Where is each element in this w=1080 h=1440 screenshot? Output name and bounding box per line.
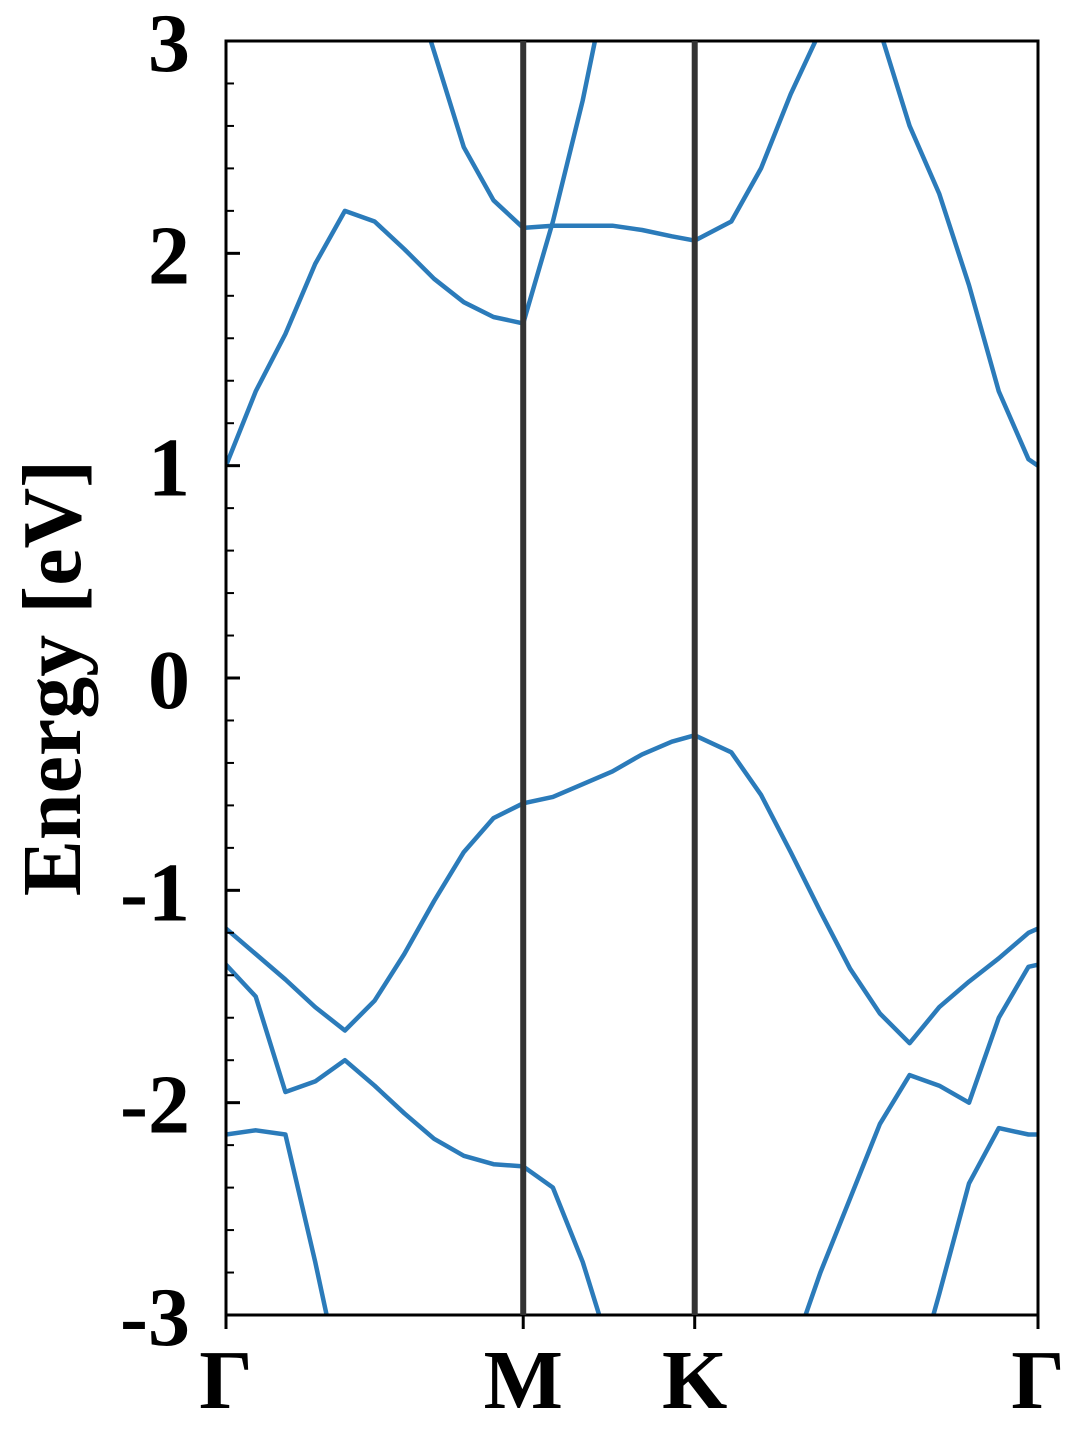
y-tick-label: 2 [148,209,190,302]
y-tick-label: -1 [120,846,190,939]
axes-frame [224,39,1040,1317]
y-tick-label: -2 [120,1059,190,1152]
plot-area [226,41,1038,1315]
x-tick-label: Γ [199,1334,252,1427]
y-tick-label: 1 [148,422,190,515]
y-axis-label: Energy [eV] [6,460,99,896]
band-line [226,733,1038,1046]
band-line [226,962,1038,1315]
x-tick-label: Γ [1011,1334,1064,1427]
y-tick-label: 0 [148,634,190,727]
band-line [226,41,1038,468]
x-tick-label: M [484,1334,563,1427]
band-line [226,1125,1038,1315]
band-line [428,41,818,243]
y-tick-label: 3 [148,0,190,90]
y-tick-label: -3 [120,1271,190,1364]
x-tick-label: K [662,1334,727,1427]
